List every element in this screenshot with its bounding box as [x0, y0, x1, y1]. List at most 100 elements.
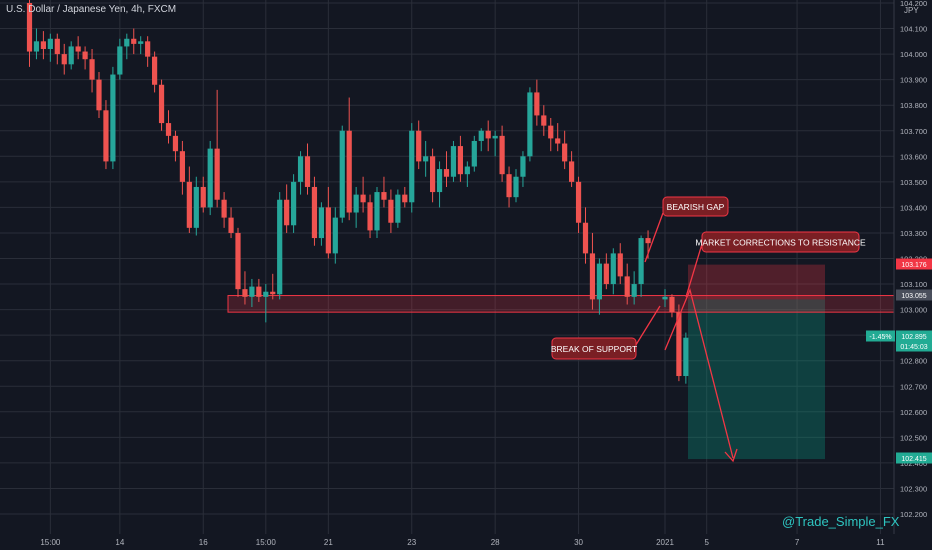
- y-tick-label: 102.200: [900, 510, 927, 519]
- x-tick-label: 14: [115, 538, 124, 547]
- candle-body: [638, 238, 644, 285]
- candle-body: [263, 291, 269, 297]
- candle-body: [478, 130, 484, 141]
- candle: [430, 148, 436, 203]
- y-tick-label: 102.500: [900, 433, 927, 442]
- price-label-bg: [896, 289, 932, 301]
- candle: [478, 128, 484, 152]
- annotation-callout[interactable]: BEARISH GAP: [662, 196, 729, 217]
- x-tick-label: 28: [491, 538, 500, 547]
- candle: [610, 248, 616, 295]
- candle: [416, 120, 422, 170]
- price-label-text: 102.415: [901, 456, 926, 463]
- candle: [228, 207, 234, 239]
- x-tick-label: 15:00: [256, 538, 277, 547]
- candle-body: [492, 135, 498, 139]
- trade-zones: [227, 264, 895, 460]
- y-tick-label: 103.700: [900, 127, 927, 136]
- candle-body: [186, 181, 192, 228]
- candle-body: [89, 59, 95, 80]
- candle: [541, 105, 547, 136]
- candle-body: [541, 115, 547, 126]
- y-tick-label: 103.500: [900, 178, 927, 187]
- annotation-callout[interactable]: MARKET CORRECTIONS TO RESISTANCE: [695, 231, 866, 253]
- y-tick-label: 102.600: [900, 408, 927, 417]
- callout-box: [701, 231, 860, 253]
- grid-lines: [0, 0, 894, 534]
- annotations: BEARISH GAP MARKET CORRECTIONS TO RESISTA…: [551, 196, 866, 360]
- candle-body: [200, 186, 206, 208]
- candle-body: [589, 253, 596, 300]
- candle-body: [676, 312, 682, 377]
- candle: [409, 123, 415, 213]
- candle: [603, 253, 609, 290]
- candle: [291, 174, 297, 233]
- stop-loss-zone[interactable]: [688, 264, 825, 300]
- candle: [555, 123, 561, 152]
- bearish-gap-pointer: [644, 212, 664, 263]
- candle-body: [582, 222, 589, 254]
- candle-body: [207, 148, 213, 208]
- candle-body: [318, 207, 324, 239]
- candle-body: [221, 199, 227, 218]
- candle-body: [26, 3, 33, 52]
- candle: [82, 46, 88, 70]
- candle-body: [96, 79, 102, 111]
- x-tick-label: 7: [795, 538, 800, 547]
- candle-body: [82, 51, 88, 60]
- candle: [360, 176, 366, 213]
- candle: [499, 125, 505, 182]
- y-tick-label: 103.900: [900, 76, 927, 85]
- candle-body: [117, 46, 123, 75]
- candle: [423, 140, 429, 177]
- price-label-bg: [866, 330, 895, 342]
- take-profit-zone[interactable]: [688, 299, 825, 460]
- support-zone[interactable]: [227, 295, 895, 313]
- candle-body: [534, 92, 540, 116]
- candle-body: [402, 194, 408, 203]
- candle: [103, 100, 109, 170]
- candle-body: [416, 130, 422, 162]
- candle-body: [145, 41, 151, 57]
- candle-body: [165, 123, 172, 136]
- annotation-callout[interactable]: BREAK OF SUPPORT: [551, 337, 637, 360]
- candle: [242, 271, 248, 305]
- candle-body: [436, 169, 443, 193]
- candle-body: [388, 199, 394, 223]
- candle: [325, 186, 331, 259]
- candle-body: [555, 138, 561, 144]
- candle-body: [506, 174, 512, 198]
- candle: [353, 186, 359, 228]
- candle: [569, 151, 575, 187]
- candle-body: [297, 156, 304, 182]
- price-label: 103.055: [896, 289, 932, 301]
- candle: [443, 151, 450, 187]
- annotation-arrows: [633, 212, 738, 463]
- candle-body: [374, 192, 380, 231]
- candle: [304, 143, 311, 195]
- candle: [117, 38, 123, 80]
- candle: [662, 289, 668, 308]
- callout-box: [662, 196, 729, 217]
- candle-body: [548, 125, 554, 139]
- y-tick-label: 103.000: [900, 306, 927, 315]
- x-tick-label: 11: [876, 538, 885, 547]
- candle: [179, 140, 185, 195]
- price-label: 01:45:03: [896, 340, 932, 352]
- candle: [256, 278, 262, 302]
- candle: [61, 43, 67, 75]
- price-label-text: 103.176: [901, 262, 926, 269]
- x-tick-label: 30: [574, 538, 583, 547]
- candle: [270, 273, 276, 300]
- candle: [631, 271, 637, 305]
- candle-body: [54, 38, 60, 55]
- candle: [506, 166, 512, 208]
- candle-body: [103, 110, 109, 162]
- x-tick-label: 15:00: [40, 538, 61, 547]
- price-label: 102.895: [896, 330, 932, 342]
- candle: [548, 117, 554, 152]
- candle-body: [256, 286, 262, 297]
- candle-body: [381, 192, 387, 200]
- candle-body: [339, 130, 345, 218]
